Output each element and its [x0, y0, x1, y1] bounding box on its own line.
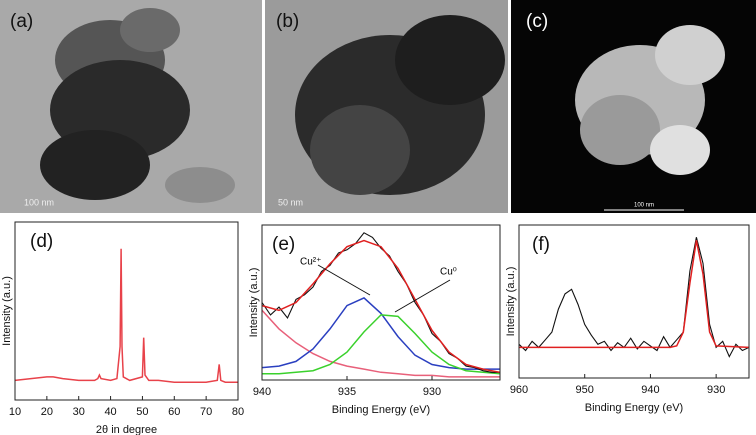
annotation-arrow	[394, 279, 451, 313]
panel-label: (a)	[10, 11, 33, 32]
plot-frame	[14, 221, 239, 401]
annotation-arrow	[317, 264, 371, 296]
panel-label: (e)	[272, 234, 295, 255]
plot-frame	[518, 224, 750, 379]
y-axis-label: Intensity (a.u.)	[1, 276, 13, 346]
scale-bar-label: 50 nm	[278, 197, 303, 207]
x-axis-label: 2θ in degree	[96, 424, 157, 435]
data-line	[261, 232, 500, 373]
image-labels: (a) 100 nm (b) 50 nm (c) 100 nm	[10, 11, 654, 209]
y-axis-label: Intensity (a.u.)	[248, 268, 260, 338]
data-line	[519, 240, 750, 349]
x-tick-label: 80	[232, 406, 244, 418]
x-tick-label: 930	[423, 386, 441, 398]
x-tick-label: 40	[104, 406, 116, 418]
annotation: Cu⁰	[440, 267, 457, 278]
plot-frame	[261, 224, 501, 381]
panel-label: (d)	[30, 231, 53, 252]
tem-image-a	[0, 0, 262, 213]
x-tick-label: 935	[338, 386, 356, 398]
data-line	[262, 314, 501, 375]
x-tick-label: 950	[576, 384, 594, 396]
x-tick-label: 940	[641, 384, 659, 396]
tem-image-b	[265, 0, 508, 213]
data-line	[261, 297, 500, 370]
x-tick-label: 930	[707, 384, 725, 396]
x-tick-label: 20	[41, 406, 53, 418]
panel-label: (b)	[276, 11, 299, 32]
panel-label: (f)	[532, 234, 550, 255]
annotation: Cu²⁺	[300, 257, 321, 268]
data-line	[261, 309, 500, 378]
stem-image-c	[511, 0, 756, 213]
data-line	[518, 237, 750, 358]
x-axis-label: Binding Energy (eV)	[585, 402, 683, 414]
data-line	[261, 239, 501, 374]
data-line	[14, 248, 238, 383]
scale-bar-label: 100 nm	[24, 197, 54, 207]
x-tick-label: 60	[168, 406, 180, 418]
y-axis-label: Intensity (a.u.)	[505, 267, 517, 337]
x-tick-label: 10	[9, 406, 21, 418]
x-tick-label: 50	[136, 406, 148, 418]
x-tick-label: 30	[73, 406, 85, 418]
x-tick-label: 70	[200, 406, 212, 418]
x-tick-label: 940	[253, 386, 271, 398]
scale-bar-label: 100 nm	[634, 203, 654, 209]
x-axis-label: Binding Energy (eV)	[332, 404, 430, 416]
x-tick-label: 960	[510, 384, 528, 396]
panel-label: (c)	[526, 11, 548, 32]
